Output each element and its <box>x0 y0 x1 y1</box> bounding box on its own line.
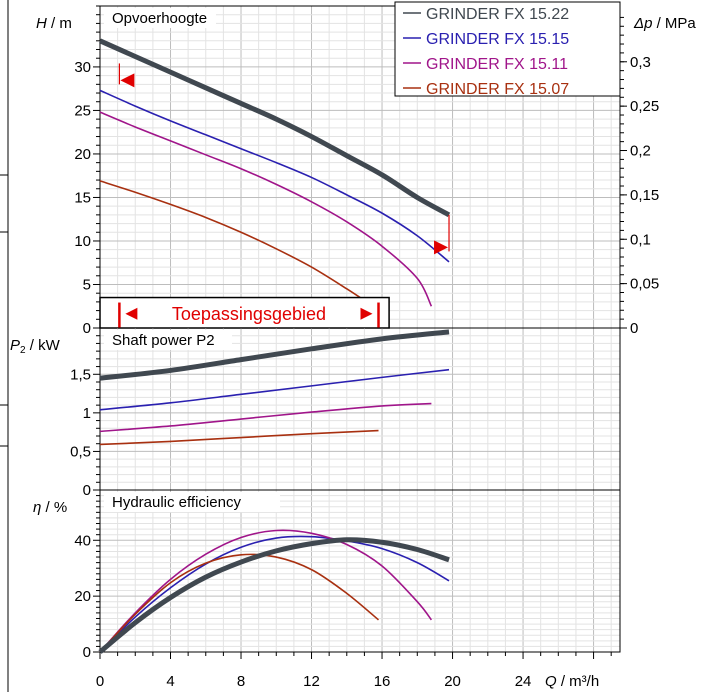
series-line-head-grinder-fx-15-15 <box>99 89 450 263</box>
x-tick-label: 16 <box>374 673 391 690</box>
y-axis-unit: / m <box>47 15 72 32</box>
legend-box <box>394 1 621 97</box>
panel-title: Opvoerhoogte <box>112 10 207 27</box>
y-axis-var: η <box>33 499 41 516</box>
y-axis-var: P <box>10 337 20 354</box>
series-line-power-grinder-fx-15-11 <box>99 402 432 433</box>
panel-title-bg <box>104 330 232 350</box>
x-tick-label: 0 <box>96 673 104 690</box>
right-tick-label: 0,2 <box>630 143 651 160</box>
right-axis-unit: / MPa <box>652 15 696 32</box>
panel-eff: 0 20 40 η / % Hydraulic efficiency <box>33 489 621 661</box>
y-axis-var: H <box>36 15 47 32</box>
panel-eff-grid <box>99 489 620 653</box>
x-axis-label: Q / m³/h <box>545 673 599 690</box>
y-axis-label: P2 / kW <box>10 337 61 356</box>
y-tick-label: 20 <box>74 588 91 605</box>
right-tick-label: 0,3 <box>630 54 651 71</box>
panel-title-bg <box>104 492 280 512</box>
right-tick-label: 0,15 <box>630 187 659 204</box>
series-line-power-grinder-fx-15-22 <box>99 329 450 381</box>
right-axis-label: Δp / MPa <box>633 15 696 32</box>
y-axis-label: η / % <box>33 499 67 516</box>
y-axis-label: H / m <box>36 15 72 32</box>
y-tick-label: 20 <box>74 146 91 163</box>
right-axis-var: Δp <box>633 15 652 32</box>
panel-head: 0 5 10 15 20 25 30 H / m Opvoerhoogte 0 0,05 0,1 0,1… <box>36 1 696 337</box>
application-range-right-arrow <box>360 307 373 320</box>
x-tick-label: 8 <box>237 673 245 690</box>
y-tick-label: 30 <box>74 59 91 76</box>
x-axis-var: Q <box>545 673 557 690</box>
right-tick-label: 0,25 <box>630 98 659 115</box>
application-range-label: Toepassingsgebied <box>172 304 326 324</box>
panel-power-grid <box>99 327 620 491</box>
limit-marker-arrow-0 <box>120 73 135 88</box>
right-tick-label: 0 <box>630 320 638 337</box>
series-line-head-grinder-fx-15-22 <box>98 38 451 218</box>
right-tick-label: 0,05 <box>630 276 659 293</box>
application-range-left-arrow <box>125 307 138 320</box>
y-tick-label: 0 <box>83 482 91 499</box>
series-line-eff-grinder-fx-15-22 <box>98 537 450 654</box>
y-tick-label: 1,5 <box>70 366 91 383</box>
x-tick-label: 24 <box>515 673 532 690</box>
series-line-head-grinder-fx-15-07 <box>99 180 369 304</box>
series-line-power-grinder-fx-15-07 <box>99 429 379 446</box>
y-tick-label: 10 <box>74 233 91 250</box>
legend-entry: GRINDER FX 15.07 <box>426 81 569 98</box>
y-tick-label: 5 <box>83 276 91 293</box>
x-tick-label: 20 <box>444 673 461 690</box>
panel-power-frame <box>99 327 621 491</box>
panel-power: 0 0,5 1 1,5 P2 / kW Shaft power P2 <box>10 327 621 499</box>
y-axis-unit: / kW <box>26 337 61 354</box>
limit-marker-arrow-1 <box>434 240 449 255</box>
x-tick-label: 4 <box>166 673 174 690</box>
panel-eff-frame <box>99 489 621 653</box>
right-tick-label: 0,1 <box>630 231 651 248</box>
y-tick-label: 1 <box>83 405 91 422</box>
y-axis-sub: 2 <box>20 345 26 356</box>
legend-entry: GRINDER FX 15.15 <box>426 31 569 48</box>
y-tick-label: 15 <box>74 189 91 206</box>
series-line-eff-grinder-fx-15-15 <box>99 535 450 653</box>
panel-title: Shaft power P2 <box>112 332 215 349</box>
y-tick-label: 0,5 <box>70 443 91 460</box>
series-line-eff-grinder-fx-15-07 <box>99 553 380 653</box>
series-line-head-grinder-fx-15-11 <box>99 111 433 307</box>
panel-title: Hydraulic efficiency <box>112 494 241 511</box>
x-axis-unit: / m³/h <box>557 673 600 690</box>
application-range-box <box>99 296 390 329</box>
panel-title-bg <box>104 8 216 28</box>
x-tick-label: 12 <box>303 673 320 690</box>
series-line-eff-grinder-fx-15-11 <box>99 529 433 653</box>
legend-entry: GRINDER FX 15.22 <box>426 6 569 23</box>
legend-entry: GRINDER FX 15.11 <box>426 56 568 73</box>
series-line-power-grinder-fx-15-15 <box>99 368 450 411</box>
y-tick-label: 0 <box>83 644 91 661</box>
y-tick-label: 25 <box>74 102 91 119</box>
y-tick-label: 40 <box>74 532 91 549</box>
y-axis-unit: / % <box>41 499 67 516</box>
y-tick-label: 0 <box>83 320 91 337</box>
legend: GRINDER FX 15.22 GRINDER FX 15.15 GRINDER … <box>394 1 621 98</box>
